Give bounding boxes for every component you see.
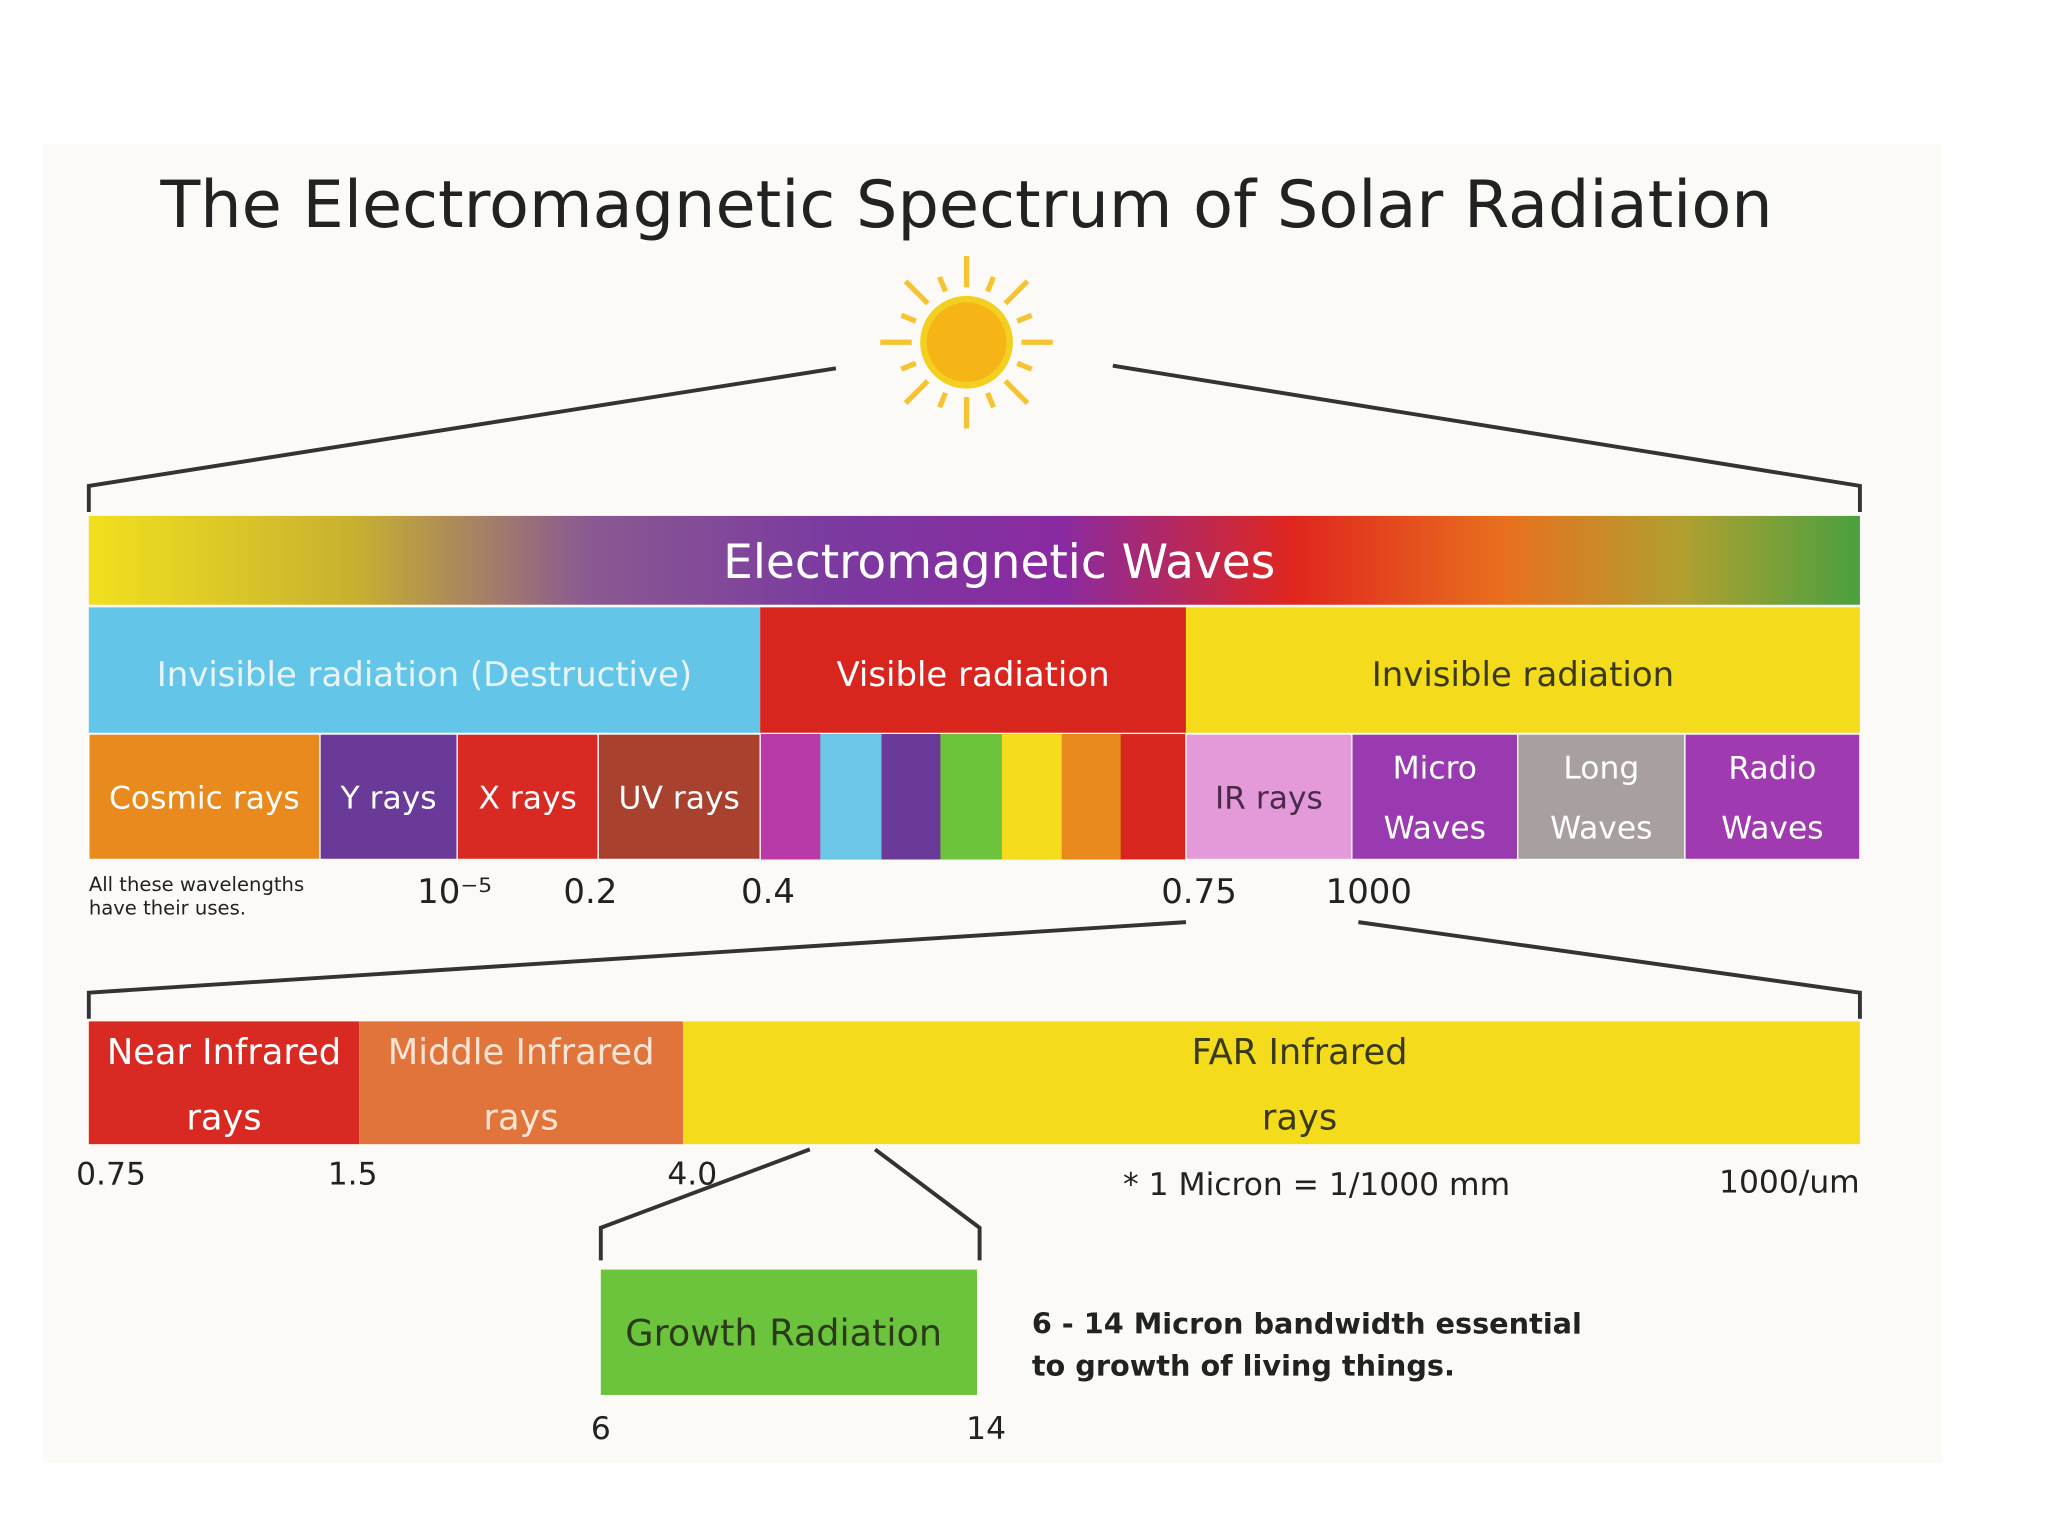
tick-label: 6 bbox=[591, 1411, 611, 1447]
group-cell bbox=[1185, 607, 1860, 733]
tick-label: 14 bbox=[966, 1411, 1006, 1447]
note: have their uses. bbox=[89, 897, 246, 920]
sun-ray bbox=[1003, 279, 1030, 306]
band-cell bbox=[88, 733, 321, 861]
end-tick: 1000/um bbox=[1719, 1164, 1860, 1200]
band-cell bbox=[456, 733, 599, 861]
visible-stripe bbox=[940, 734, 1002, 860]
tick-label: 10⁻⁵ bbox=[417, 872, 492, 912]
tick-label: 0.4 bbox=[741, 872, 795, 912]
band-cell bbox=[1517, 733, 1686, 861]
band-label: UV rays bbox=[619, 780, 740, 816]
infrared-label: Middle Infrared bbox=[388, 1032, 655, 1073]
visible-stripe bbox=[760, 734, 821, 860]
bracket bbox=[86, 363, 1862, 512]
banner-label: Electromagnetic Waves bbox=[723, 535, 1275, 590]
growth-note: to growth of living things. bbox=[1032, 1349, 1455, 1383]
sun-ray bbox=[900, 312, 917, 324]
infrared-cell bbox=[683, 1021, 1860, 1145]
infrared-label: Near Infrared bbox=[107, 1032, 341, 1073]
sun-ray bbox=[903, 379, 930, 406]
bracket bbox=[86, 920, 1862, 1019]
infrared-label: rays bbox=[483, 1097, 558, 1138]
sun-ray bbox=[985, 276, 996, 293]
visible-stripe bbox=[881, 734, 941, 860]
growth-label: Growth Radiation bbox=[625, 1311, 942, 1354]
infrared-label: rays bbox=[186, 1097, 261, 1138]
sun-ray bbox=[937, 391, 948, 409]
growth-box bbox=[600, 1269, 977, 1395]
tick-label: 1.5 bbox=[328, 1157, 378, 1193]
group-label: Invisible radiation bbox=[1372, 655, 1674, 695]
band-label: Long bbox=[1563, 750, 1639, 786]
group-label: Visible radiation bbox=[836, 655, 1109, 695]
micron-note: * 1 Micron = 1/1000 mm bbox=[1123, 1167, 1510, 1203]
banner bbox=[88, 515, 1860, 605]
band-cell bbox=[1684, 733, 1861, 861]
band-cell bbox=[319, 733, 458, 861]
sun-ray bbox=[900, 360, 917, 372]
band-label: Micro bbox=[1393, 750, 1477, 786]
band-label: Cosmic rays bbox=[109, 780, 300, 816]
visible-stripe bbox=[1061, 734, 1121, 860]
infrared-label: rays bbox=[1262, 1097, 1337, 1138]
sun-ray bbox=[903, 279, 930, 306]
band-label: Radio bbox=[1728, 750, 1816, 786]
visible-stripe bbox=[820, 734, 882, 860]
tick-label: 1000 bbox=[1326, 872, 1412, 912]
sun-ray bbox=[985, 391, 996, 409]
title: The Electromagnetic Spectrum of Solar Ra… bbox=[159, 167, 1772, 243]
group-cell bbox=[760, 607, 1186, 733]
band-label: Y rays bbox=[340, 780, 437, 816]
bracket bbox=[598, 1147, 982, 1261]
visible-stripe bbox=[1001, 734, 1062, 860]
sun-ray bbox=[1016, 312, 1033, 324]
note: All these wavelengths bbox=[89, 873, 304, 896]
sun-ray bbox=[1003, 379, 1030, 406]
infrared-label: FAR Infrared bbox=[1192, 1032, 1408, 1073]
band-cell bbox=[597, 733, 761, 861]
tick-label: 0.75 bbox=[1161, 872, 1237, 912]
tick-label: 0.75 bbox=[76, 1157, 146, 1193]
sun-ray bbox=[937, 276, 948, 293]
sun-ray bbox=[1016, 360, 1033, 372]
band-label: X rays bbox=[478, 780, 576, 816]
band-label: Waves bbox=[1550, 810, 1652, 846]
infrared-cell bbox=[88, 1021, 360, 1145]
tick-label: 0.2 bbox=[563, 872, 617, 912]
growth-note: 6 - 14 Micron bandwidth essential bbox=[1032, 1307, 1582, 1341]
sun bbox=[880, 255, 1053, 429]
band-label: IR rays bbox=[1215, 780, 1323, 816]
group-label: Invisible radiation (Destructive) bbox=[157, 655, 692, 695]
band-cell bbox=[1185, 733, 1353, 861]
band-cell bbox=[1351, 733, 1519, 861]
group-cell bbox=[88, 607, 761, 733]
infrared-cell bbox=[359, 1021, 684, 1145]
band-label: Waves bbox=[1721, 810, 1823, 846]
band-label: Waves bbox=[1384, 810, 1486, 846]
